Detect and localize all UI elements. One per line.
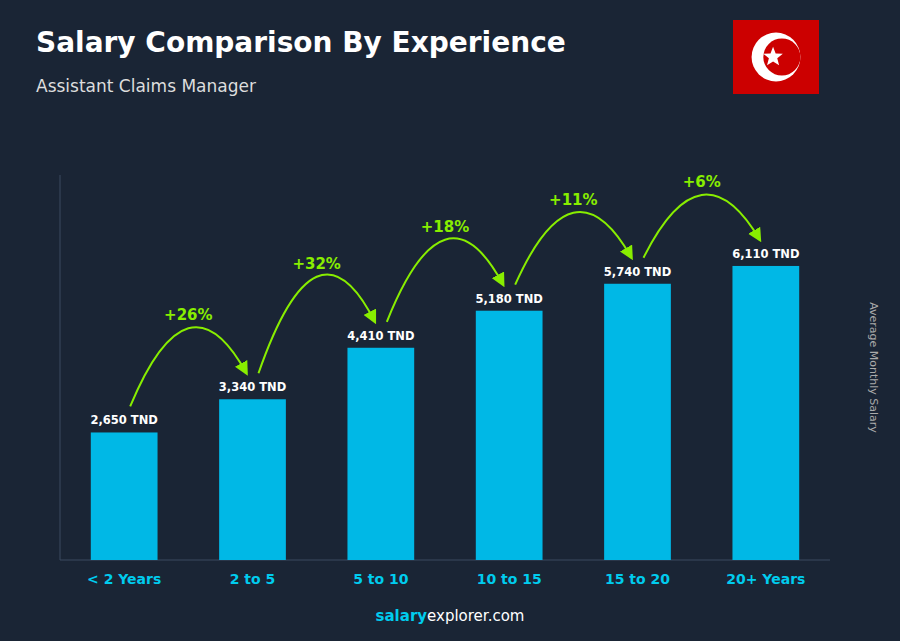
bar xyxy=(347,348,414,560)
x-tick-label: 20+ Years xyxy=(726,571,805,587)
change-label: +11% xyxy=(549,191,597,209)
bar xyxy=(476,311,543,560)
y-axis-line xyxy=(60,175,61,560)
x-tick-label: 10 to 15 xyxy=(477,571,542,587)
change-label: +32% xyxy=(292,255,340,273)
chart-container: Salary Comparison By Experience Assistant… xyxy=(0,0,900,641)
change-arrow xyxy=(387,238,503,321)
flag-field xyxy=(733,20,819,94)
y-axis-label: Average Monthly Salary xyxy=(867,302,880,433)
change-label: +26% xyxy=(164,306,212,324)
flag-crescent-cut xyxy=(763,38,800,75)
change-arrow xyxy=(259,274,375,373)
flag-star xyxy=(763,47,783,66)
change-arrows xyxy=(130,195,760,407)
value-label: 3,340 TND xyxy=(219,380,286,394)
watermark: salaryexplorer.com xyxy=(376,607,525,625)
value-label: 5,740 TND xyxy=(604,265,671,279)
bar xyxy=(219,399,286,560)
value-label: 4,410 TND xyxy=(347,329,414,343)
x-tick-label: 5 to 10 xyxy=(353,571,409,587)
labels: +26% +32% +18% +11% +6% 2,650 TND 3,340 TND 4,4… xyxy=(90,173,799,428)
value-label: 2,650 TND xyxy=(90,413,157,427)
flag-disc xyxy=(752,33,801,82)
subtitle: Assistant Claims Manager xyxy=(36,76,256,96)
change-arrow xyxy=(130,327,246,406)
change-label: +6% xyxy=(683,173,721,191)
flag xyxy=(733,20,819,94)
value-label: 6,110 TND xyxy=(732,247,799,261)
background xyxy=(0,0,900,641)
bar xyxy=(604,284,671,560)
x-tick-label: < 2 Years xyxy=(87,571,161,587)
chart-svg: Salary Comparison By Experience Assistant… xyxy=(0,0,900,641)
bar xyxy=(91,432,158,560)
watermark-normal: explorer.com xyxy=(427,607,524,625)
value-label: 5,180 TND xyxy=(475,292,542,306)
x-tick-label: 15 to 20 xyxy=(605,571,670,587)
x-tick-label: 2 to 5 xyxy=(230,571,276,587)
title: Salary Comparison By Experience xyxy=(36,26,566,59)
watermark-bold: salary xyxy=(376,607,428,625)
x-axis-line xyxy=(60,560,830,561)
change-label: +18% xyxy=(421,218,469,236)
bars xyxy=(91,266,799,560)
bar xyxy=(732,266,799,560)
